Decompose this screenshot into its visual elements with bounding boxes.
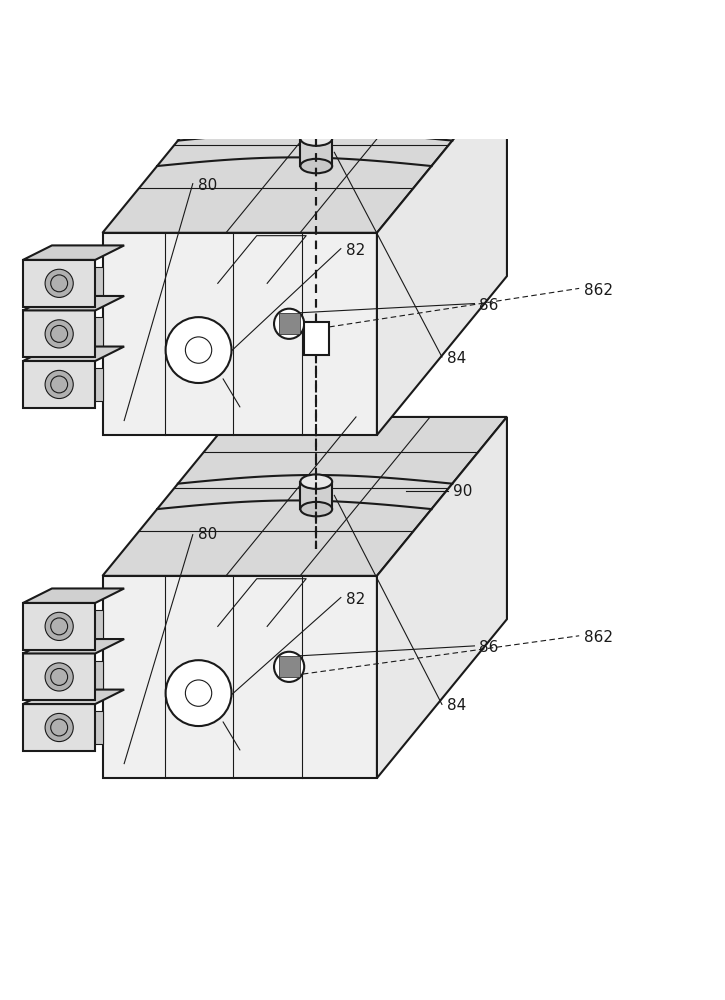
Circle shape xyxy=(274,652,304,682)
Circle shape xyxy=(165,317,231,383)
Ellipse shape xyxy=(300,474,332,489)
Circle shape xyxy=(45,663,73,691)
Polygon shape xyxy=(23,245,124,260)
Text: 862: 862 xyxy=(584,630,613,645)
Ellipse shape xyxy=(300,502,332,516)
Polygon shape xyxy=(278,656,299,677)
Circle shape xyxy=(45,370,73,399)
Polygon shape xyxy=(89,267,102,300)
Polygon shape xyxy=(89,661,102,693)
Polygon shape xyxy=(89,368,102,401)
Circle shape xyxy=(45,612,73,640)
Circle shape xyxy=(45,320,73,348)
Polygon shape xyxy=(23,603,95,650)
Polygon shape xyxy=(102,74,507,233)
Polygon shape xyxy=(23,347,124,361)
Polygon shape xyxy=(23,296,124,310)
Text: 90: 90 xyxy=(453,484,472,499)
Polygon shape xyxy=(23,704,95,751)
Polygon shape xyxy=(23,653,95,700)
Polygon shape xyxy=(278,313,299,334)
Polygon shape xyxy=(89,610,102,643)
Ellipse shape xyxy=(300,159,332,173)
Polygon shape xyxy=(23,310,95,357)
Text: 86: 86 xyxy=(479,298,499,312)
Circle shape xyxy=(45,269,73,297)
Circle shape xyxy=(165,660,231,726)
Polygon shape xyxy=(102,417,507,576)
Polygon shape xyxy=(300,482,332,509)
Polygon shape xyxy=(300,139,332,166)
Text: 82: 82 xyxy=(346,592,365,607)
Text: 80: 80 xyxy=(198,527,217,542)
Polygon shape xyxy=(23,690,124,704)
Text: 86: 86 xyxy=(479,640,499,655)
Text: 82: 82 xyxy=(346,243,365,258)
Text: 80: 80 xyxy=(198,178,217,193)
Polygon shape xyxy=(102,576,377,778)
Circle shape xyxy=(274,309,304,339)
Polygon shape xyxy=(304,322,329,355)
Polygon shape xyxy=(377,417,507,778)
Circle shape xyxy=(45,713,73,742)
Polygon shape xyxy=(377,74,507,435)
Ellipse shape xyxy=(300,131,332,146)
Polygon shape xyxy=(102,233,377,435)
Polygon shape xyxy=(23,588,124,603)
Polygon shape xyxy=(23,361,95,408)
Polygon shape xyxy=(23,260,95,307)
Text: 84: 84 xyxy=(447,698,466,713)
Text: 84: 84 xyxy=(447,351,466,366)
Polygon shape xyxy=(23,639,124,653)
Polygon shape xyxy=(89,711,102,744)
Polygon shape xyxy=(89,317,102,350)
Text: 862: 862 xyxy=(584,283,613,298)
